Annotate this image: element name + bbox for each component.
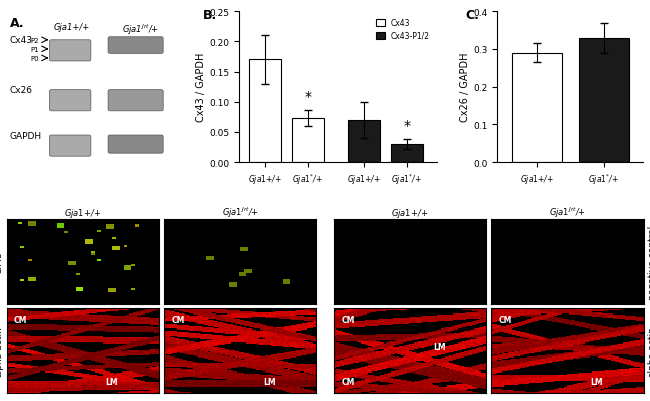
FancyBboxPatch shape — [49, 41, 91, 62]
Bar — [391, 145, 423, 163]
Text: LM: LM — [98, 374, 109, 380]
Text: CM: CM — [14, 315, 27, 324]
Bar — [348, 121, 380, 163]
FancyBboxPatch shape — [108, 91, 163, 111]
Bar — [292, 119, 324, 163]
Text: CM: CM — [341, 377, 355, 386]
Text: LM: LM — [255, 374, 266, 380]
Text: Cx26: Cx26 — [10, 86, 33, 95]
Text: LM: LM — [433, 342, 445, 351]
Text: Gja1+/+: Gja1+/+ — [54, 22, 90, 32]
Title: $Gja1$+/+: $Gja1$+/+ — [64, 207, 101, 220]
Text: CM: CM — [14, 312, 26, 318]
Y-axis label: negative control: negative control — [647, 225, 650, 299]
Text: *: * — [403, 119, 410, 133]
Text: CM: CM — [172, 315, 185, 324]
Text: CM: CM — [341, 312, 354, 318]
Text: P1: P1 — [31, 47, 39, 53]
Title: $Gja1$+/+: $Gja1$+/+ — [391, 207, 428, 220]
Y-axis label: alpha-actin: alpha-actin — [0, 325, 4, 376]
Text: P2: P2 — [31, 38, 39, 44]
Text: Cx43: Cx43 — [10, 36, 33, 45]
Text: P0: P0 — [31, 56, 39, 62]
Text: LM: LM — [105, 377, 118, 386]
Text: C.: C. — [465, 9, 479, 22]
Y-axis label: Cx26 / GAPDH: Cx26 / GAPDH — [460, 53, 471, 122]
Y-axis label: Cx43: Cx43 — [0, 251, 4, 273]
Text: B.: B. — [203, 9, 218, 22]
Text: *: * — [304, 90, 311, 104]
Text: LM: LM — [263, 377, 276, 386]
Bar — [578, 39, 629, 163]
FancyBboxPatch shape — [49, 91, 91, 111]
Text: CM: CM — [341, 374, 354, 380]
FancyBboxPatch shape — [108, 38, 163, 54]
Text: A.: A. — [10, 16, 25, 30]
Y-axis label: Cx43 / GAPDH: Cx43 / GAPDH — [196, 53, 206, 122]
Legend: Cx43, Cx43-P1/2: Cx43, Cx43-P1/2 — [372, 16, 433, 44]
Text: CM: CM — [499, 315, 512, 324]
FancyBboxPatch shape — [49, 136, 91, 157]
Text: CM: CM — [341, 315, 355, 324]
Text: LM: LM — [590, 377, 603, 386]
Title: $Gja1^{Jrt}$/+: $Gja1^{Jrt}$/+ — [222, 205, 259, 220]
Y-axis label: alpha-actin: alpha-actin — [647, 325, 650, 376]
Text: GAPDH: GAPDH — [10, 131, 42, 140]
Text: LM: LM — [341, 348, 352, 353]
Text: CM: CM — [172, 312, 183, 318]
Text: CM: CM — [499, 312, 511, 318]
FancyBboxPatch shape — [108, 136, 163, 154]
Bar — [248, 60, 281, 163]
Title: $Gja1^{Jrt}$/+: $Gja1^{Jrt}$/+ — [549, 205, 586, 220]
Text: Gja1$^{Jrt}$/+: Gja1$^{Jrt}$/+ — [122, 22, 159, 37]
Bar — [512, 53, 562, 163]
Text: LM: LM — [582, 374, 594, 380]
